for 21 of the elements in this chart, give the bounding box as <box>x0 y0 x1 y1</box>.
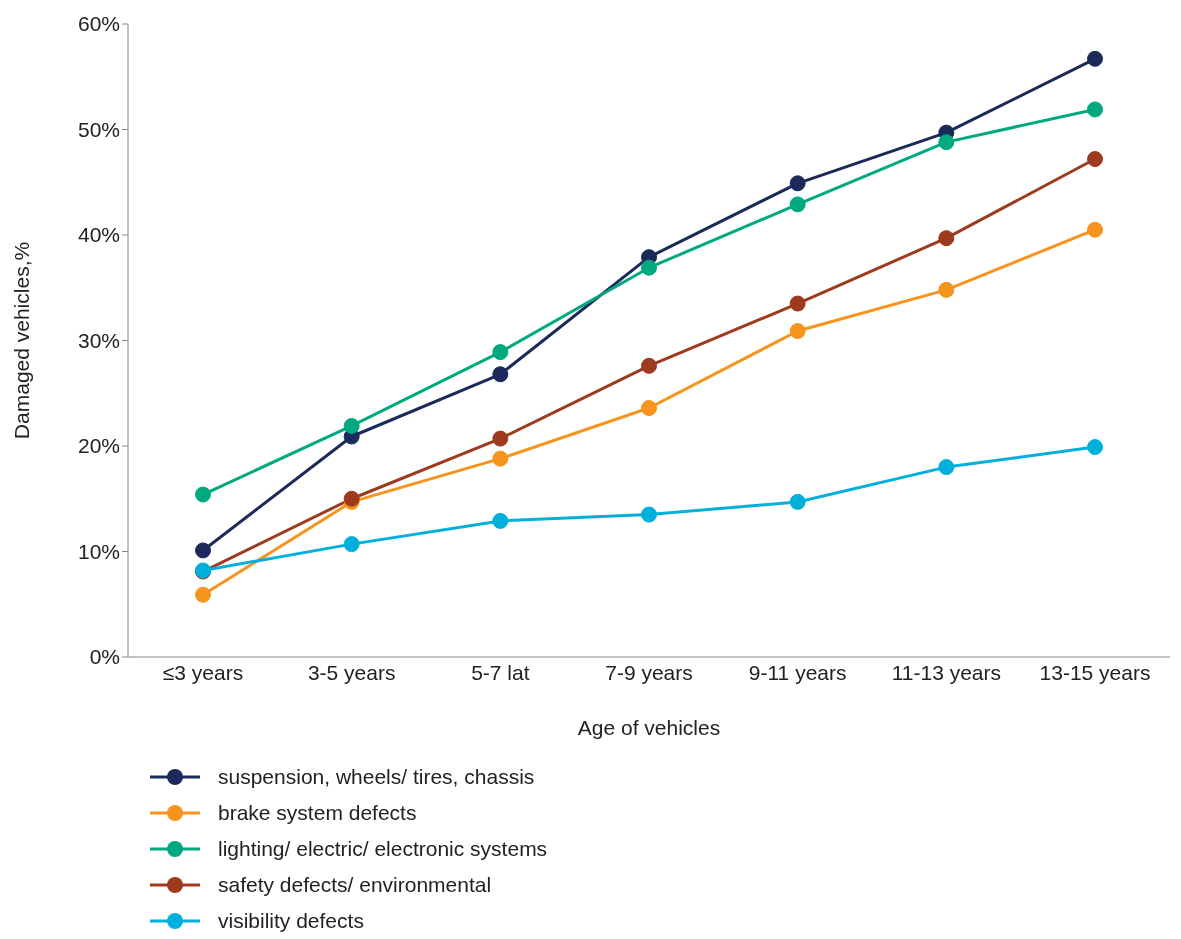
y-axis-title: Damaged vehicles,% <box>10 241 34 440</box>
x-tick-label: 13-15 years <box>1039 660 1151 684</box>
y-tick-label: 0% <box>89 645 120 669</box>
legend-label: safety defects/ environmental <box>218 873 492 897</box>
x-tick-label: 3-5 years <box>307 660 396 684</box>
x-tick-label: 11-13 years <box>891 660 1002 684</box>
x-axis-title: Age of vehicles <box>577 716 721 739</box>
y-tick-label: 10% <box>77 539 120 563</box>
x-tick-label: ≤3 years <box>162 660 244 684</box>
x-tick-label: 9-11 years <box>748 660 847 684</box>
y-tick-label: 30% <box>77 328 120 352</box>
legend-label: brake system defects <box>218 801 417 825</box>
y-tick-label: 20% <box>77 434 120 458</box>
x-tick-label: 5-7 lat <box>471 660 530 684</box>
legend-label: visibility defects <box>218 909 364 933</box>
y-tick-label: 40% <box>77 223 120 247</box>
legend-label: lighting/ electric/ electronic systems <box>218 837 548 861</box>
y-tick-label: 60% <box>77 12 120 36</box>
x-tick-label: 7-9 years <box>605 660 693 684</box>
y-tick-label: 50% <box>77 117 120 141</box>
legend-label: suspension, wheels/ tires, chassis <box>218 765 535 789</box>
